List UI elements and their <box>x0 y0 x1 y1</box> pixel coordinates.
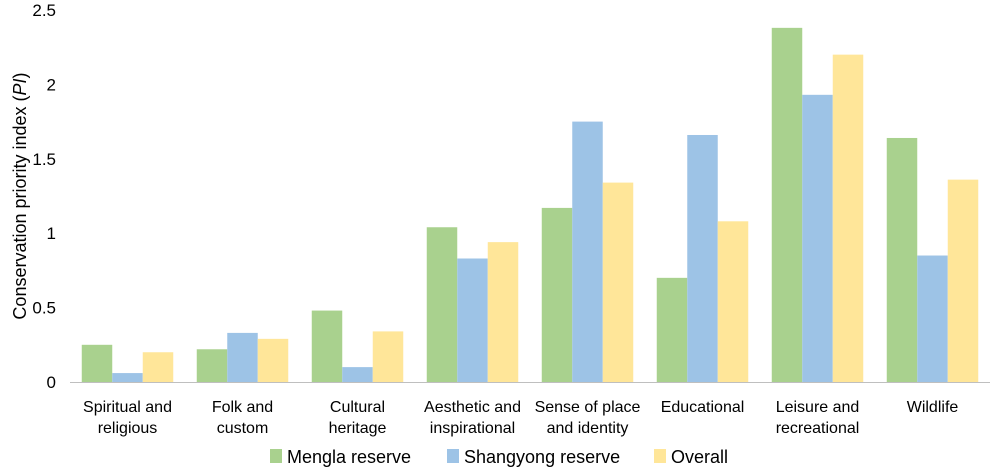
bar <box>886 137 918 382</box>
bar <box>717 221 749 382</box>
bar <box>142 352 174 382</box>
x-category-label: Wildlife <box>907 399 959 416</box>
bar <box>832 54 864 382</box>
bar <box>311 310 343 382</box>
bar <box>947 179 979 382</box>
x-category-label: Cultural heritage <box>329 399 387 437</box>
bar <box>487 242 519 382</box>
y-tick-label: 0.5 <box>32 299 56 318</box>
legend-label: Mengla reserve <box>287 447 411 467</box>
y-tick-label: 0 <box>47 373 56 392</box>
x-category-label: Folk and custom <box>212 399 273 437</box>
bar <box>917 255 948 382</box>
x-category-label: Aesthetic and inspirational <box>424 399 521 437</box>
x-category-label: Spiritual and religious <box>83 399 172 437</box>
y-tick-label: 1.5 <box>32 150 56 169</box>
x-category-label: Educational <box>661 399 745 416</box>
x-category-label: Sense of place and identity <box>535 399 641 437</box>
legend-swatch <box>447 449 459 463</box>
y-axis-title-end: ) <box>10 72 30 78</box>
bar <box>656 277 688 382</box>
legend-swatch <box>270 449 282 463</box>
bar <box>602 182 634 382</box>
y-axis-title: Conservation priority index (PI) <box>10 72 30 319</box>
bar <box>426 227 458 382</box>
bar <box>112 373 143 382</box>
bar <box>81 344 113 382</box>
svg-text:Conservation priority index (P: Conservation priority index (PI) <box>10 72 30 319</box>
bar <box>687 134 718 382</box>
legend-label: Overall <box>671 447 728 467</box>
bar <box>342 367 373 382</box>
bar <box>257 338 289 382</box>
x-category-labels: Spiritual and religious Folk and custom Cult… <box>83 399 958 437</box>
legend-label: Shangyong reserve <box>464 447 620 467</box>
bars-group <box>81 27 979 383</box>
y-axis-title-italic: PI <box>10 78 30 95</box>
legend-swatch <box>654 449 666 463</box>
bar <box>196 349 228 382</box>
bar <box>802 94 833 382</box>
bar <box>541 207 573 382</box>
legend: Mengla reserve Shangyong reserve Overall <box>270 447 728 467</box>
y-tick-labels: 0 0.5 1 1.5 2 2.5 <box>32 1 56 392</box>
y-tick-label: 2.5 <box>32 1 56 20</box>
bar <box>771 27 803 383</box>
y-tick-label: 2 <box>47 75 56 94</box>
y-axis-title-main: Conservation priority index ( <box>10 95 30 319</box>
bar <box>372 331 404 382</box>
y-tick-label: 1 <box>47 224 56 243</box>
bar <box>572 121 603 382</box>
bar <box>457 258 488 382</box>
bar <box>227 332 258 382</box>
x-category-label: Leisure and recreational <box>776 399 860 437</box>
